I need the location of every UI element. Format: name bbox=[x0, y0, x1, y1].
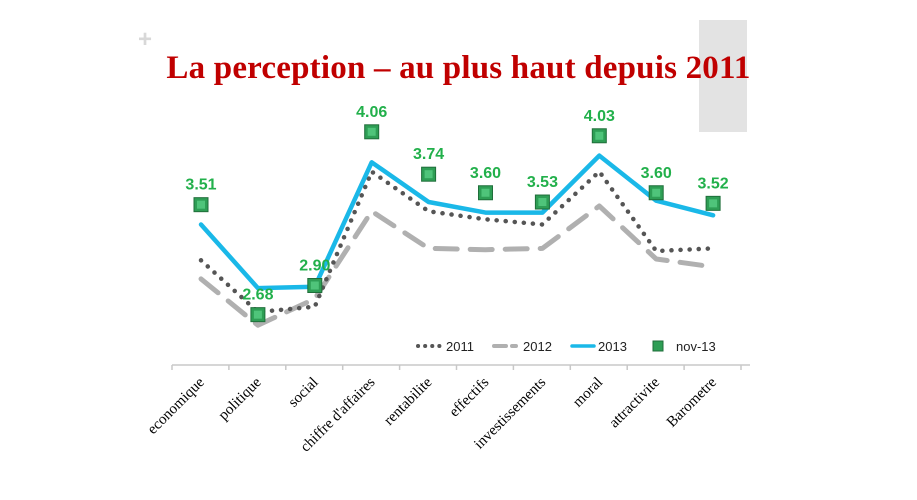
marker-point-highlight bbox=[481, 188, 490, 197]
marker-point-highlight bbox=[424, 170, 433, 179]
series-line-2011 bbox=[198, 169, 716, 315]
data-label-attractivite: 3.60 bbox=[641, 165, 672, 182]
data-label-social: 2.90 bbox=[299, 258, 330, 275]
data-label-rentabilite: 3.74 bbox=[413, 146, 444, 163]
x-tick-label-moral: moral bbox=[570, 375, 606, 411]
marker-point-highlight bbox=[652, 188, 661, 197]
marker-point-highlight bbox=[197, 200, 205, 209]
data-label-chiffre-d-affaires: 4.06 bbox=[356, 104, 387, 121]
legend-label-2011: 2011 bbox=[446, 339, 474, 354]
x-tick-label-politique: politique bbox=[216, 374, 265, 423]
data-label-politique: 2.68 bbox=[242, 287, 273, 304]
legend-label-2012: 2012 bbox=[523, 339, 552, 354]
series-line-2012 bbox=[198, 203, 716, 328]
x-tick-label-barometre: Barometre bbox=[664, 374, 720, 430]
marker-point-highlight bbox=[310, 281, 319, 290]
marker-point-highlight bbox=[595, 131, 604, 140]
marker-point-highlight bbox=[253, 310, 262, 319]
marker-point-highlight bbox=[538, 198, 547, 207]
plus-decoration: + bbox=[138, 26, 153, 53]
legend-label-nov-13: nov-13 bbox=[676, 339, 716, 354]
data-label-barometre: 3.52 bbox=[698, 175, 729, 192]
x-tick-label-effectifs: effectifs bbox=[446, 374, 492, 420]
data-label-investissements: 3.53 bbox=[527, 174, 558, 191]
legend-swatch-nov-13 bbox=[652, 340, 664, 352]
data-label-effectifs: 3.60 bbox=[470, 165, 501, 182]
x-tick-label-rentabilite: rentabilite bbox=[381, 374, 436, 429]
chart-title: La perception – au plus haut depuis 2011 bbox=[166, 50, 751, 86]
x-tick-label-economique: economique bbox=[145, 374, 208, 437]
legend-label-2013: 2013 bbox=[598, 339, 627, 354]
marker-point-highlight bbox=[709, 199, 718, 208]
x-tick-label-attractivite: attractivite bbox=[606, 374, 663, 431]
data-label-economique: 3.51 bbox=[185, 177, 216, 194]
legend-item-2012: 2012 bbox=[492, 339, 552, 354]
legend-item-nov-13: nov-13 bbox=[652, 339, 716, 354]
x-tick-label-social: social bbox=[286, 375, 322, 411]
marker-point-highlight bbox=[367, 127, 376, 136]
corner-gray-box bbox=[699, 20, 747, 132]
series-line-2013 bbox=[198, 153, 716, 291]
legend-item-2011: 2011 bbox=[416, 339, 474, 354]
legend-item-2013: 2013 bbox=[570, 339, 627, 354]
data-label-moral: 4.03 bbox=[584, 108, 615, 125]
